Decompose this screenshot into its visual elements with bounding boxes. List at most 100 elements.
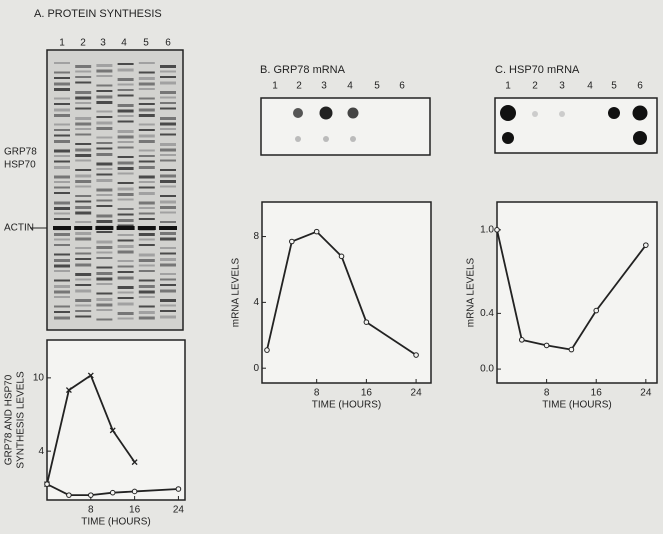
series-line <box>46 483 179 497</box>
gel-band <box>117 68 134 72</box>
point-marker <box>593 307 600 314</box>
gel-band <box>96 179 113 182</box>
y-tick-label: 1.0 <box>480 224 494 235</box>
gel-band <box>117 260 134 262</box>
gel-band <box>96 153 113 156</box>
gel-band <box>75 304 92 307</box>
point-marker <box>289 238 295 245</box>
gel-band <box>75 180 92 183</box>
gel-band <box>116 226 135 230</box>
gel-band <box>160 154 176 156</box>
gel-band <box>117 286 134 289</box>
lane-label: 3 <box>321 81 327 92</box>
gel-band <box>54 212 70 215</box>
gel-band <box>117 219 134 222</box>
gel-band <box>117 89 134 91</box>
gel-band <box>75 247 92 249</box>
gel-band <box>75 195 92 197</box>
gel-band <box>117 302 134 306</box>
gel-band <box>117 94 134 97</box>
gel-band <box>160 284 176 286</box>
y-tick-label: 4 <box>38 446 44 457</box>
gel-band <box>96 283 113 285</box>
y-axis-label: mRNA LEVELS <box>231 257 242 327</box>
gel-bands <box>53 62 177 321</box>
gel-band <box>138 238 155 241</box>
series-line <box>266 230 417 356</box>
gel-band <box>160 148 176 152</box>
x-axis-label: TIME (HOURS) <box>542 400 611 411</box>
gel-band <box>138 103 155 105</box>
plot-area <box>46 339 186 501</box>
y-axis-label: GRP78 AND HSP70 <box>4 374 15 465</box>
gel-band <box>160 221 176 223</box>
gel-band <box>75 258 92 260</box>
y-tick-label: 8 <box>253 231 259 242</box>
gel-band <box>96 188 113 192</box>
gel-band <box>54 305 70 308</box>
gel-band <box>75 76 92 78</box>
gel-band <box>75 102 92 104</box>
gel-band <box>96 173 113 176</box>
x-tick-label: 16 <box>361 388 373 399</box>
gel-band <box>138 134 155 138</box>
gel-band <box>138 123 155 126</box>
y-tick-label: 0.0 <box>480 364 494 375</box>
gel-band <box>75 154 92 157</box>
gel-band <box>160 96 176 99</box>
gel-band <box>117 141 134 143</box>
panel-title: A. PROTEIN SYNTHESIS <box>34 8 162 20</box>
gel-band <box>117 115 134 117</box>
x-tick-label: 8 <box>314 388 320 399</box>
gel-band <box>117 161 134 165</box>
blot-spots <box>293 106 359 142</box>
gel-band <box>54 181 70 183</box>
gel-band <box>138 192 155 195</box>
gel-band <box>54 149 70 153</box>
gel-band <box>117 83 134 86</box>
lane-label: 5 <box>143 38 149 49</box>
gel-band <box>160 273 176 275</box>
gel-band <box>96 199 113 202</box>
gel-band <box>54 103 70 105</box>
spot <box>632 105 648 121</box>
gel-band <box>75 122 92 126</box>
y-tick-label: 4 <box>253 297 259 308</box>
gel-band <box>138 296 155 298</box>
point-marker <box>643 242 649 248</box>
gel-band <box>138 253 155 257</box>
x-axis-label: TIME (HOURS) <box>81 517 150 528</box>
gel-band <box>96 292 113 295</box>
gel-band <box>95 226 114 230</box>
gel-band <box>96 101 113 104</box>
gel-band <box>117 276 134 280</box>
gel-band <box>75 221 92 223</box>
lane-label: 4 <box>121 38 127 49</box>
gel-band <box>96 162 113 166</box>
gel-band <box>54 62 70 64</box>
gel-band <box>54 238 70 241</box>
plot-area <box>261 201 432 384</box>
gel-band <box>160 76 176 78</box>
gel-band <box>75 169 92 171</box>
gel-band <box>138 279 155 282</box>
gel-band <box>54 129 70 131</box>
gel-band <box>54 97 70 100</box>
gel-band <box>160 122 176 126</box>
gel-band <box>96 214 113 218</box>
gel-band <box>117 234 134 236</box>
gel-band <box>138 305 155 308</box>
gel-band <box>160 102 176 104</box>
gel-band <box>75 284 92 286</box>
gel-band <box>159 226 177 230</box>
gel-band <box>54 264 70 268</box>
gel-band <box>117 78 134 81</box>
gel-band <box>75 206 92 209</box>
gel-band <box>54 155 70 157</box>
gel-band <box>75 107 92 110</box>
gel-band <box>96 127 113 130</box>
gel-band <box>160 169 176 171</box>
lane-label: 3 <box>559 81 565 92</box>
gel-band <box>96 142 113 144</box>
